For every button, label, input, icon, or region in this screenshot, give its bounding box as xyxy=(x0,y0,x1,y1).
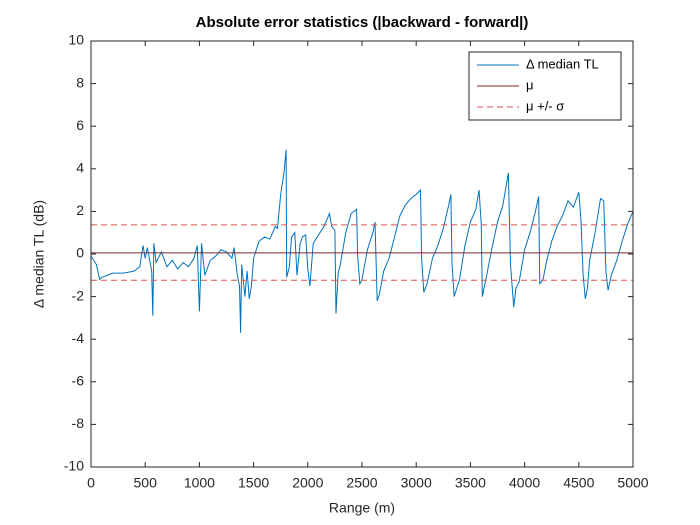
y-tick-label: 6 xyxy=(76,117,84,133)
x-tick-label: 4000 xyxy=(509,475,540,491)
x-tick-label: 3500 xyxy=(455,475,486,491)
legend-label: μ +/- σ xyxy=(526,98,564,113)
x-tick-label: 2000 xyxy=(292,475,323,491)
chart-title: Absolute error statistics (|backward - f… xyxy=(196,14,529,31)
x-tick-label: 4500 xyxy=(563,475,594,491)
y-tick-label: -10 xyxy=(64,458,84,474)
y-tick-label: 4 xyxy=(76,160,84,176)
legend-label: Δ median TL xyxy=(526,56,599,71)
axes-box xyxy=(90,40,634,468)
x-tick-label: 0 xyxy=(87,475,95,491)
data-line xyxy=(91,149,633,333)
y-tick-label: 10 xyxy=(68,32,84,48)
x-tick-label: 1000 xyxy=(184,475,215,491)
y-tick-label: -6 xyxy=(72,373,85,389)
y-axis-label: Δ median TL (dB) xyxy=(31,200,47,308)
x-tick-label: 1500 xyxy=(238,475,269,491)
x-tick-label: 2500 xyxy=(346,475,377,491)
legend-label: μ xyxy=(526,77,534,92)
y-tick-label: -8 xyxy=(72,415,85,431)
y-tick-label: -4 xyxy=(72,330,85,346)
y-tick-label: 0 xyxy=(76,245,84,261)
x-axis-label: Range (m) xyxy=(329,500,395,516)
y-tick-label: -2 xyxy=(72,287,85,303)
x-tick-label: 5000 xyxy=(617,475,648,491)
x-tick-label: 3000 xyxy=(401,475,432,491)
y-tick-label: 8 xyxy=(76,74,84,90)
y-tick-label: 2 xyxy=(76,202,84,218)
x-tick-label: 500 xyxy=(134,475,158,491)
